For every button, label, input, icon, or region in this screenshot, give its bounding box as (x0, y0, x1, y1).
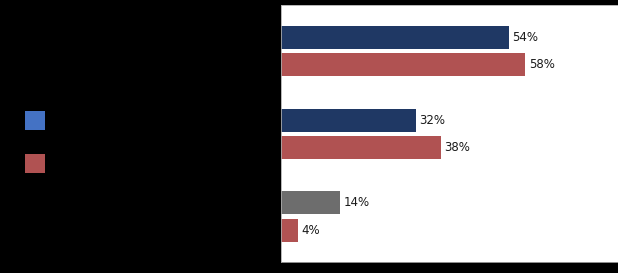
Bar (281, 136, 441, 159)
Bar (281, 109, 416, 132)
Bar (281, 219, 298, 242)
FancyBboxPatch shape (25, 111, 45, 130)
Text: 4%: 4% (302, 224, 320, 237)
Text: 38%: 38% (444, 141, 470, 154)
Bar (281, 191, 340, 215)
Text: Home energy costs are a burden: Home energy costs are a burden (56, 116, 195, 124)
Bar (281, 26, 509, 49)
FancyBboxPatch shape (25, 154, 45, 173)
Text: 32%: 32% (419, 114, 446, 127)
Text: 58%: 58% (529, 58, 554, 71)
Text: Home energy costs are not a burden: Home energy costs are not a burden (56, 159, 211, 168)
Text: 14%: 14% (344, 196, 370, 209)
Text: 54%: 54% (512, 31, 538, 44)
Bar (281, 53, 525, 76)
